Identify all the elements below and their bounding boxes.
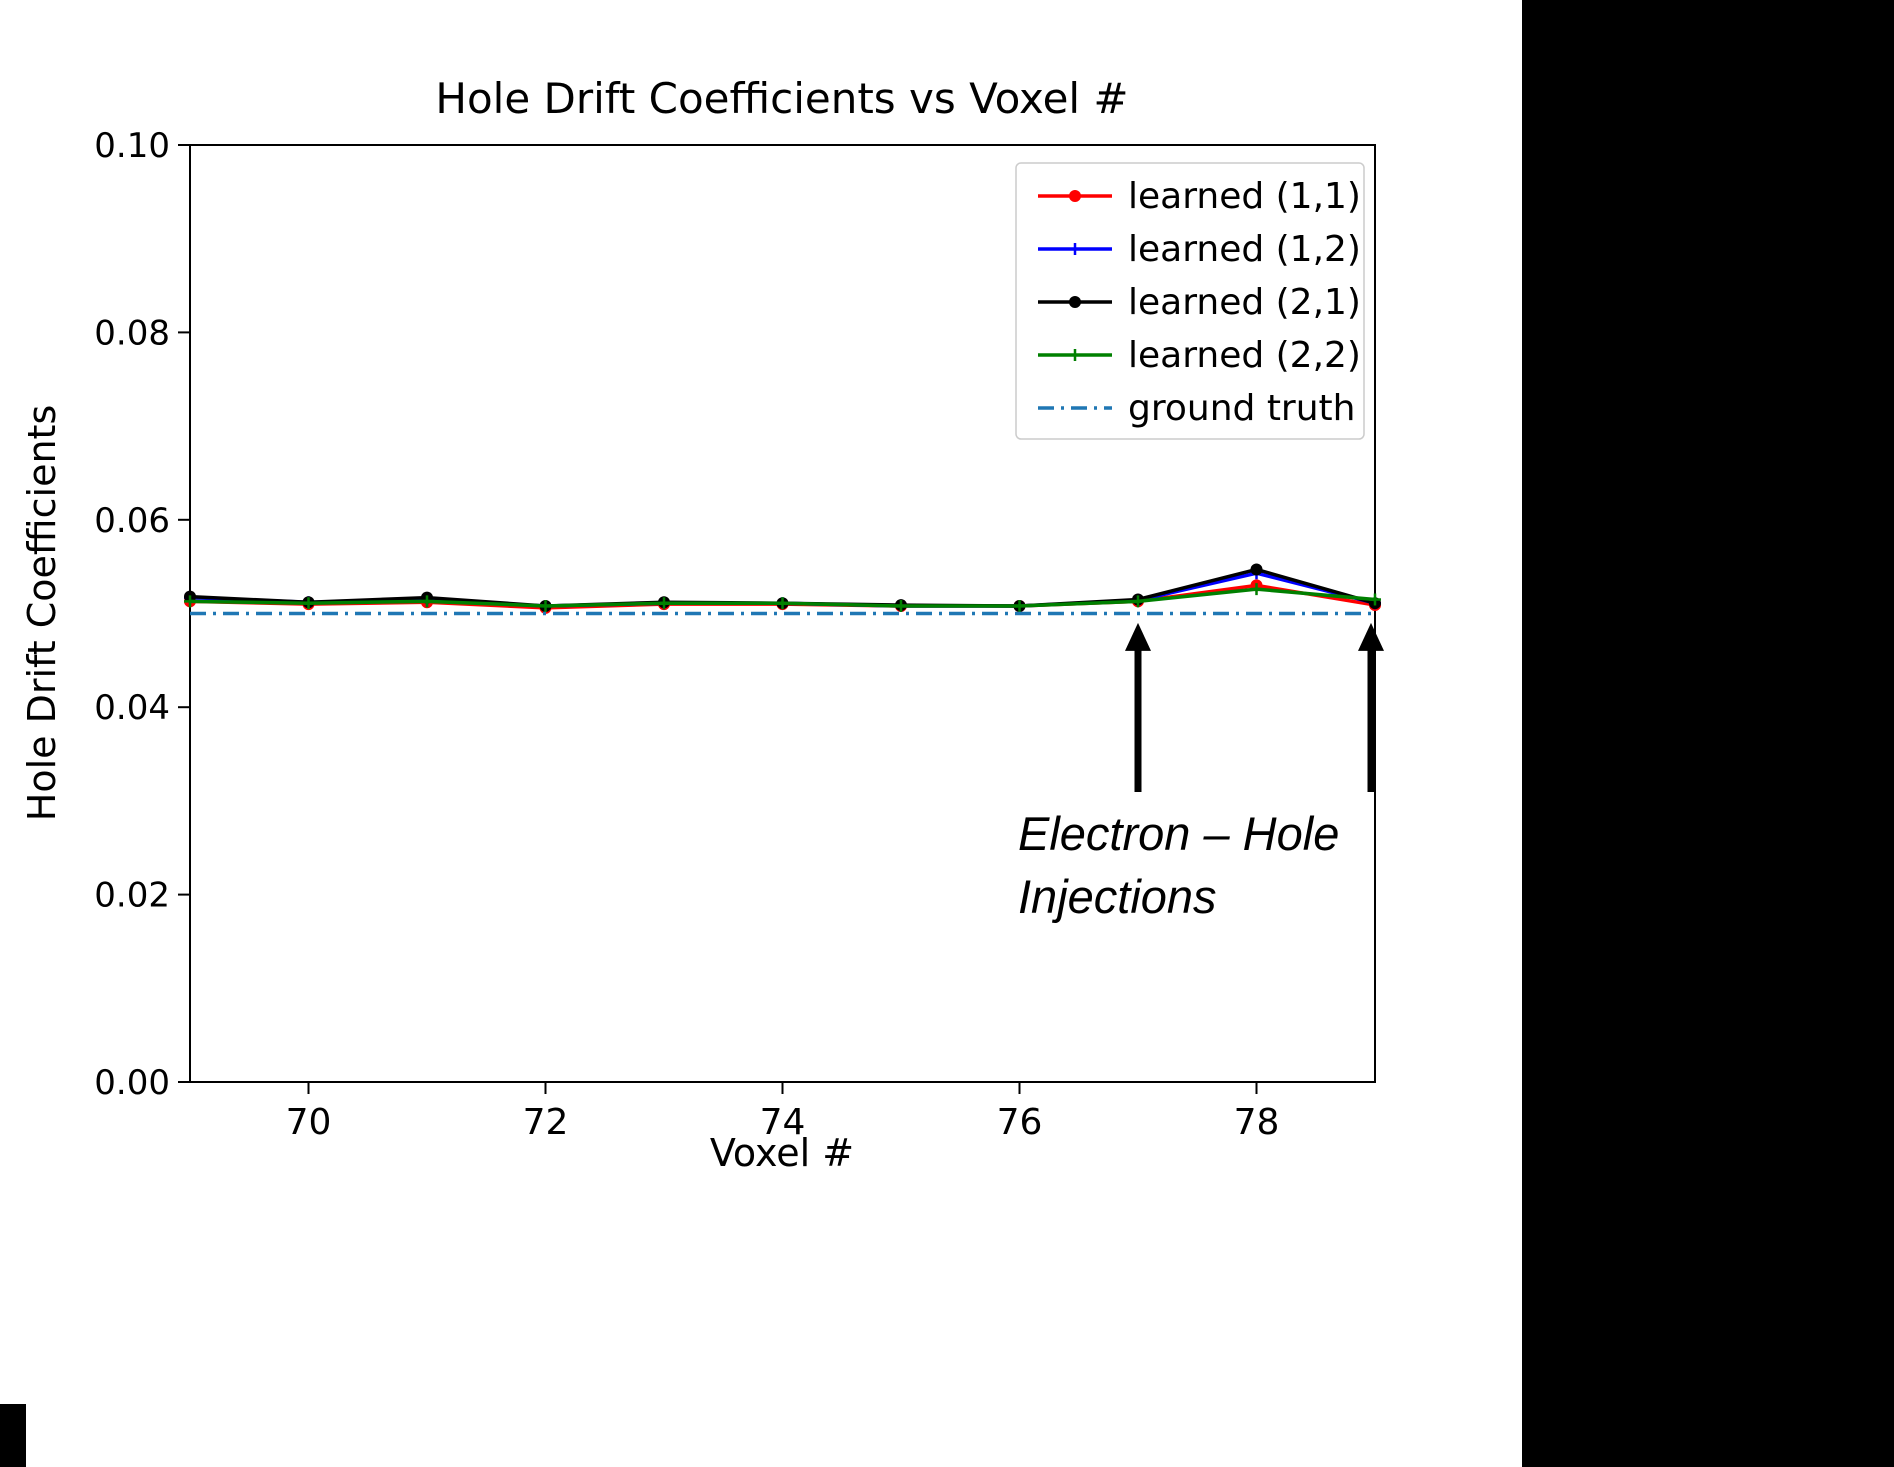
data-point-marker <box>1069 296 1081 308</box>
data-point-marker <box>302 597 315 610</box>
x-axis-label: Voxel # <box>710 1131 854 1175</box>
annotation-line-1: Electron – Hole <box>1018 807 1339 860</box>
chart-canvas: Hole Drift Coefficients vs Voxel # Voxel… <box>20 74 1384 1175</box>
y-tick-label: 0.08 <box>94 313 170 353</box>
data-point-marker <box>1250 583 1263 596</box>
legend-entry-label: learned (2,2) <box>1128 335 1361 376</box>
chart-title: Hole Drift Coefficients vs Voxel # <box>435 74 1128 123</box>
legend-entry-label: ground truth <box>1128 388 1355 429</box>
data-point-marker <box>1069 349 1081 361</box>
legend-box <box>1015 162 1365 440</box>
legend-entry-label: learned (2,1) <box>1128 282 1361 323</box>
y-tick-label: 0.02 <box>94 876 170 916</box>
y-tick-label: 0.04 <box>94 688 170 728</box>
y-axis-label: Hole Drift Coefficients <box>20 405 64 821</box>
data-point-marker <box>421 595 433 608</box>
legend: learned (1,1) learned (1,2) learned (2,1) l… <box>1015 162 1365 440</box>
series-learned-2-2- <box>184 583 1381 613</box>
legend-entry-label: learned (1,2) <box>1128 229 1361 270</box>
x-tick-label: 72 <box>523 1102 569 1143</box>
x-tick-label: 70 <box>286 1102 332 1143</box>
data-point-marker <box>184 595 196 608</box>
data-point-marker <box>1369 593 1381 606</box>
data-point-marker <box>539 600 552 613</box>
data-point-marker <box>1069 243 1081 255</box>
data-point-marker <box>658 597 670 610</box>
y-tick-label: 0.10 <box>94 126 170 166</box>
up-arrow-icon <box>1125 622 1151 792</box>
bottom-left-black-mark <box>0 1404 26 1467</box>
data-point-marker <box>1013 600 1026 613</box>
data-point-marker <box>895 600 907 613</box>
x-tick-label: 76 <box>997 1102 1043 1143</box>
x-tick-label: 78 <box>1234 1102 1280 1143</box>
x-tick-label: 74 <box>760 1102 806 1143</box>
up-arrow-icon <box>1358 622 1384 792</box>
data-point-marker <box>776 597 789 610</box>
legend-entry-label: learned (1,1) <box>1128 176 1361 217</box>
data-point-marker <box>1069 190 1081 202</box>
y-tick-label: 0.00 <box>94 1063 170 1103</box>
annotation-line-2: Injections <box>1018 870 1217 923</box>
data-point-marker <box>1132 595 1144 608</box>
right-black-panel <box>1522 0 1894 1467</box>
plot-area: 0.00 0.02 0.04 0.06 0.08 0.10 70 72 74 76 78 learne… <box>94 126 1384 1143</box>
data-point-marker <box>1250 563 1263 576</box>
y-tick-label: 0.06 <box>94 501 170 541</box>
